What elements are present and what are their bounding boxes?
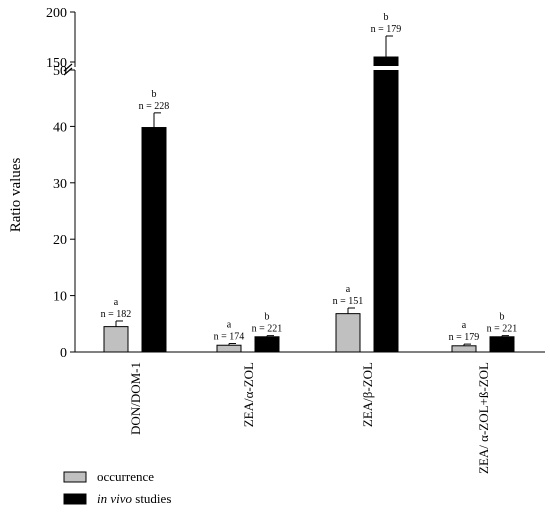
y-tick-label: 50 <box>53 64 67 79</box>
chart-legend: occurrence in vivo studies <box>63 469 171 506</box>
bar <box>216 344 242 353</box>
legend-swatch-occurrence <box>63 471 87 483</box>
sample-size-label: n = 179 <box>371 24 402 35</box>
chart-bars <box>103 35 515 353</box>
bar <box>489 336 515 353</box>
sample-size-label: n = 221 <box>487 324 518 335</box>
significance-letter: a <box>114 297 119 308</box>
significance-letter: b <box>152 89 157 100</box>
y-tick-label: 150 <box>46 56 67 71</box>
bar <box>254 336 280 353</box>
y-tick-label: 20 <box>53 233 67 248</box>
significance-letter: a <box>227 320 232 331</box>
category-label: ZEA/ α-ZOL+ß-ZOL <box>476 362 491 474</box>
y-tick-label: 0 <box>60 346 67 361</box>
y-tick-label: 40 <box>53 120 67 135</box>
significance-letter: a <box>346 284 351 295</box>
bar <box>451 345 477 353</box>
significance-letter: b <box>500 312 505 323</box>
y-tick-label: 10 <box>53 290 67 305</box>
axis-break-mark <box>63 63 73 76</box>
sample-size-label: n = 228 <box>139 101 170 112</box>
significance-letter: a <box>462 320 467 331</box>
sample-size-label: n = 151 <box>333 296 364 307</box>
y-axis-label: Ratio values <box>8 158 24 233</box>
sample-size-label: n = 174 <box>214 332 245 343</box>
axis-break-line <box>63 67 73 76</box>
legend-label-occurrence: occurrence <box>97 469 154 484</box>
y-tick-label: 200 <box>46 6 67 21</box>
sample-size-label: n = 182 <box>101 309 132 320</box>
legend-label-in-vivo: in vivo studies <box>97 491 171 506</box>
sample-size-label: n = 221 <box>252 324 283 335</box>
y-tick-label: 30 <box>53 177 67 192</box>
bar <box>335 313 361 353</box>
legend-rest: studies <box>132 491 171 506</box>
bar <box>141 127 167 353</box>
category-label: ZEA/α-ZOL <box>241 362 256 427</box>
bar <box>103 326 129 353</box>
category-label: DON/DOM-1 <box>128 362 143 435</box>
significance-letter: b <box>384 12 389 23</box>
significance-letter: b <box>265 312 270 323</box>
bar <box>373 56 399 353</box>
bar-break-stripe <box>373 66 399 70</box>
sample-size-label: n = 179 <box>449 332 480 343</box>
category-label: ZEA/β-ZOL <box>360 362 375 427</box>
legend-italic: in vivo <box>97 491 133 506</box>
legend-swatch-in-vivo <box>63 493 87 505</box>
axis-break-line <box>63 63 73 72</box>
